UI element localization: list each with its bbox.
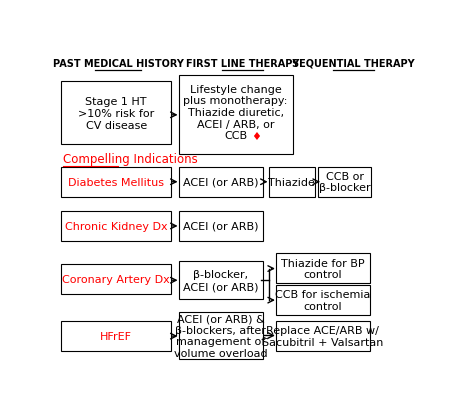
FancyBboxPatch shape (61, 265, 171, 295)
FancyBboxPatch shape (179, 76, 292, 155)
FancyBboxPatch shape (61, 211, 171, 241)
FancyBboxPatch shape (276, 321, 370, 351)
Text: CCB or
β-blocker: CCB or β-blocker (319, 171, 371, 193)
Text: Coronary Artery Dx: Coronary Artery Dx (62, 275, 170, 285)
FancyBboxPatch shape (61, 321, 171, 351)
Text: Lifestyle change
plus monotherapy:
Thiazide diuretic,
ACEI / ARB, or
CCB: Lifestyle change plus monotherapy: Thiaz… (183, 85, 288, 141)
Text: ACEI (or ARB): ACEI (or ARB) (183, 221, 259, 231)
FancyBboxPatch shape (179, 312, 263, 359)
FancyBboxPatch shape (269, 167, 315, 197)
Text: Compelling Indications: Compelling Indications (63, 153, 198, 166)
Text: ACEI (or ARB): ACEI (or ARB) (183, 177, 259, 187)
FancyBboxPatch shape (61, 167, 171, 197)
Text: FIRST LINE THERAPY: FIRST LINE THERAPY (186, 58, 300, 68)
Text: HFrEF: HFrEF (100, 331, 132, 342)
Text: Replace ACE/ARB w/
Sacubitril + Valsartan: Replace ACE/ARB w/ Sacubitril + Valsarta… (262, 326, 383, 347)
FancyBboxPatch shape (276, 285, 370, 315)
FancyBboxPatch shape (179, 167, 263, 197)
Text: SEQUENTIAL THERAPY: SEQUENTIAL THERAPY (292, 58, 414, 68)
Text: Thiazide: Thiazide (268, 177, 315, 187)
Text: ACEI (or ARB) &
β-blockers, after
management of
volume overload: ACEI (or ARB) & β-blockers, after manage… (174, 313, 268, 358)
Text: Thiazide for BP
control: Thiazide for BP control (281, 258, 365, 279)
Text: Diabetes Mellitus: Diabetes Mellitus (68, 177, 164, 187)
FancyBboxPatch shape (179, 262, 263, 299)
Text: Stage 1 HT
>10% risk for
CV disease: Stage 1 HT >10% risk for CV disease (78, 97, 155, 130)
Text: β-blocker,
ACEI (or ARB): β-blocker, ACEI (or ARB) (183, 270, 259, 291)
Text: Chronic Kidney Dx: Chronic Kidney Dx (65, 221, 167, 231)
FancyBboxPatch shape (276, 254, 370, 284)
FancyBboxPatch shape (318, 167, 372, 197)
Text: ♦: ♦ (251, 132, 261, 142)
FancyBboxPatch shape (61, 82, 171, 145)
Text: CCB for ischemia
control: CCB for ischemia control (275, 290, 371, 311)
FancyBboxPatch shape (179, 211, 263, 241)
Text: PAST MEDICAL HISTORY: PAST MEDICAL HISTORY (53, 58, 183, 68)
